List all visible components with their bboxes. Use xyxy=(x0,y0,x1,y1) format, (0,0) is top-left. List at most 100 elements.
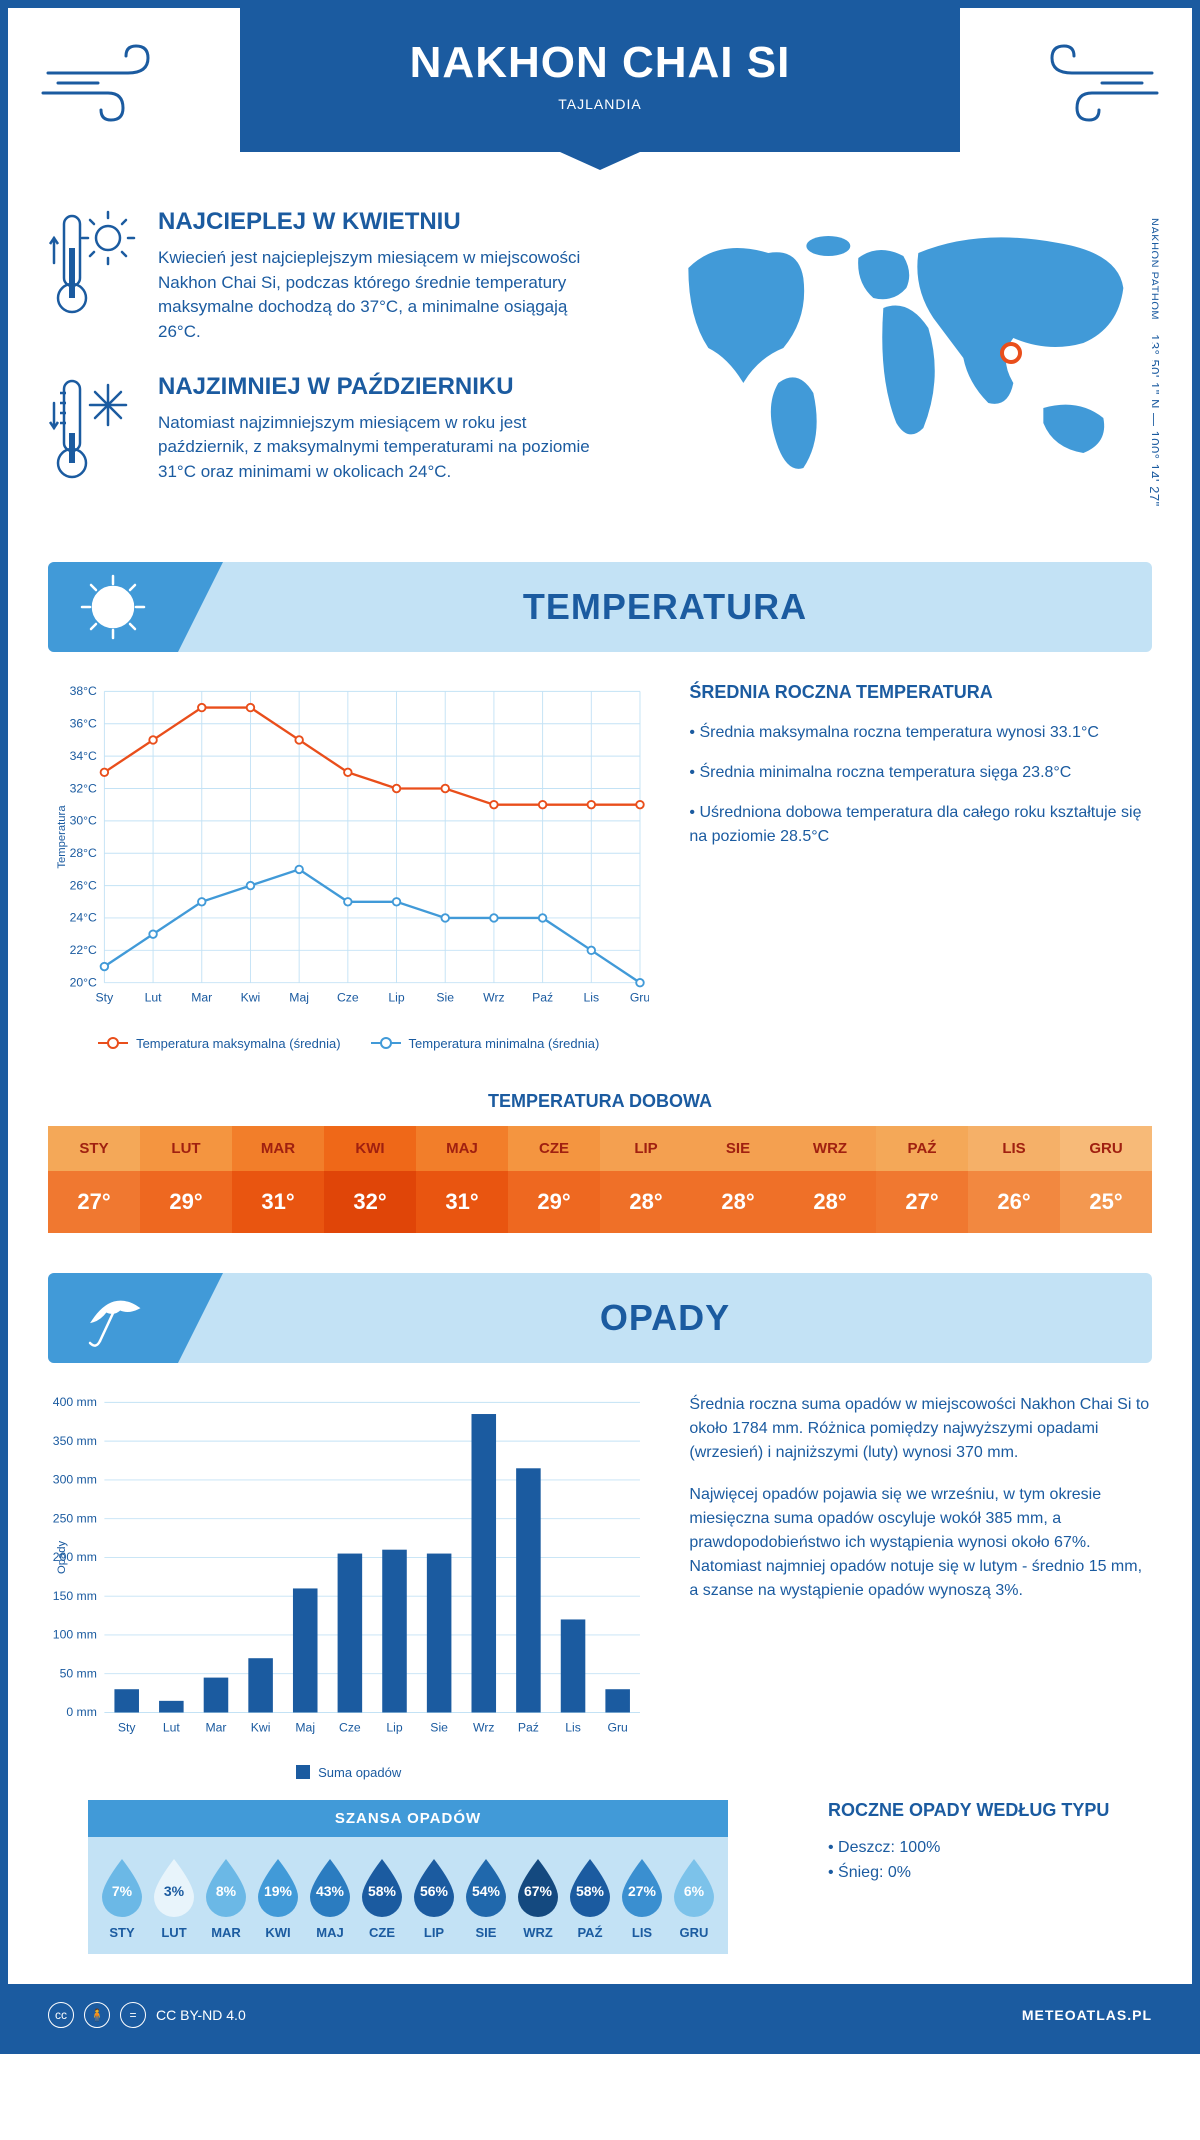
svg-text:Maj: Maj xyxy=(295,1720,315,1734)
svg-text:Paź: Paź xyxy=(532,991,553,1005)
daily-temp-col: LIS 26° xyxy=(968,1126,1060,1233)
svg-text:Mar: Mar xyxy=(191,991,212,1005)
svg-text:22°C: 22°C xyxy=(70,944,97,958)
chance-drop: 58% PAŹ xyxy=(564,1855,616,1940)
site-name: METEOATLAS.PL xyxy=(1022,2007,1152,2023)
temperature-title: TEMPERATURA xyxy=(178,586,1152,628)
precip-bottom-row: SZANSA OPADÓW 7% STY 3% LUT 8% MAR 19% xyxy=(8,1800,1192,1984)
temperature-legend: Temperatura maksymalna (średnia) Tempera… xyxy=(48,1036,649,1051)
nd-icon: = xyxy=(120,2002,146,2028)
svg-text:300 mm: 300 mm xyxy=(53,1472,97,1486)
daily-temp-col: STY 27° xyxy=(48,1126,140,1233)
precip-text-1: Średnia roczna suma opadów w miejscowośc… xyxy=(689,1393,1152,1465)
temperature-section-header: TEMPERATURA xyxy=(48,562,1152,652)
svg-text:100 mm: 100 mm xyxy=(53,1627,97,1641)
world-map xyxy=(645,208,1152,488)
svg-text:Gru: Gru xyxy=(607,1720,627,1734)
wind-icon xyxy=(1012,38,1162,138)
svg-text:Cze: Cze xyxy=(339,1720,361,1734)
chance-title: SZANSA OPADÓW xyxy=(88,1800,728,1837)
chance-drop: 8% MAR xyxy=(200,1855,252,1940)
svg-text:30°C: 30°C xyxy=(70,814,97,828)
license-block: cc 🧍 = CC BY-ND 4.0 xyxy=(48,2002,246,2028)
chance-drop: 58% CZE xyxy=(356,1855,408,1940)
daily-temp-col: LIP 28° xyxy=(600,1126,692,1233)
svg-text:50 mm: 50 mm xyxy=(60,1666,97,1680)
svg-text:26°C: 26°C xyxy=(70,879,97,893)
svg-text:Opady: Opady xyxy=(56,1540,68,1574)
precip-section-header: OPADY xyxy=(48,1273,1152,1363)
coldest-text: Natomiast najzimniejszym miesiącem w rok… xyxy=(158,411,605,485)
precip-type-bullet: • Śnieg: 0% xyxy=(828,1860,1152,1886)
intro-text-column: NAJCIEPLEJ W KWIETNIU Kwiecień jest najc… xyxy=(48,208,605,512)
svg-text:38°C: 38°C xyxy=(70,685,97,699)
daily-temp-col: CZE 29° xyxy=(508,1126,600,1233)
svg-text:Lip: Lip xyxy=(388,991,404,1005)
cc-icon: cc xyxy=(48,2002,74,2028)
chance-drop: 19% KWI xyxy=(252,1855,304,1940)
svg-text:Lut: Lut xyxy=(145,991,163,1005)
page: NAKHON CHAI SI TAJLANDIA NAJCIEPLEJ W KW… xyxy=(0,0,1200,2054)
warmest-title: NAJCIEPLEJ W KWIETNIU xyxy=(158,208,605,236)
svg-text:Mar: Mar xyxy=(205,1720,226,1734)
precip-title: OPADY xyxy=(178,1297,1152,1339)
temperature-summary: ŚREDNIA ROCZNA TEMPERATURA • Średnia mak… xyxy=(689,682,1152,1050)
coldest-title: NAJZIMNIEJ W PAŹDZIERNIKU xyxy=(158,373,605,401)
svg-text:350 mm: 350 mm xyxy=(53,1434,97,1448)
svg-text:400 mm: 400 mm xyxy=(53,1395,97,1409)
chance-drop: 7% STY xyxy=(96,1855,148,1940)
svg-text:Kwi: Kwi xyxy=(251,1720,271,1734)
precip-body: 0 mm50 mm100 mm150 mm200 mm250 mm300 mm3… xyxy=(8,1363,1192,1800)
wind-icon xyxy=(38,38,188,138)
daily-temp-col: LUT 29° xyxy=(140,1126,232,1233)
temperature-chart: 20°C 22°C 24°C 26°C 28°C 30°C 32°C 34°C 36°C 38°C… xyxy=(48,682,649,1050)
chance-drop: 3% LUT xyxy=(148,1855,200,1940)
temperature-bullet: • Średnia maksymalna roczna temperatura … xyxy=(689,721,1152,745)
warmest-text: Kwiecień jest najcieplejszym miesiącem w… xyxy=(158,246,605,345)
warmest-block: NAJCIEPLEJ W KWIETNIU Kwiecień jest najc… xyxy=(48,208,605,345)
chance-drop: 56% LIP xyxy=(408,1855,460,1940)
temperature-bullet: • Średnia minimalna roczna temperatura s… xyxy=(689,761,1152,785)
precip-text-2: Najwięcej opadów pojawia się we wrześniu… xyxy=(689,1483,1152,1603)
daily-temp-col: PAŹ 27° xyxy=(876,1126,968,1233)
chance-drop: 6% GRU xyxy=(668,1855,720,1940)
chance-drop: 54% SIE xyxy=(460,1855,512,1940)
svg-text:Lip: Lip xyxy=(386,1720,402,1734)
daily-temp-table: STY 27° LUT 29° MAR 31° KWI 32° MAJ 31° … xyxy=(48,1126,1152,1233)
temperature-body: 20°C 22°C 24°C 26°C 28°C 30°C 32°C 34°C 36°C 38°C… xyxy=(8,652,1192,1070)
svg-text:Wrz: Wrz xyxy=(473,1720,494,1734)
chance-drop: 43% MAJ xyxy=(304,1855,356,1940)
svg-text:Lis: Lis xyxy=(565,1720,581,1734)
svg-text:20°C: 20°C xyxy=(70,976,97,990)
precip-type-summary: ROCZNE OPADY WEDŁUG TYPU • Deszcz: 100%•… xyxy=(808,1800,1152,1954)
svg-text:Sty: Sty xyxy=(96,991,115,1005)
temperature-summary-title: ŚREDNIA ROCZNA TEMPERATURA xyxy=(689,682,1152,703)
svg-text:Temperatura: Temperatura xyxy=(56,805,68,869)
temperature-bullet: • Uśredniona dobowa temperatura dla całe… xyxy=(689,801,1152,849)
sun-icon xyxy=(48,562,178,652)
svg-text:36°C: 36°C xyxy=(70,717,97,731)
svg-text:Cze: Cze xyxy=(337,991,359,1005)
chance-drop: 67% WRZ xyxy=(512,1855,564,1940)
svg-text:Lut: Lut xyxy=(163,1720,181,1734)
map-column: NAKHON PATHOM 13° 50' 1" N — 100° 14' 27… xyxy=(645,208,1152,512)
footer: cc 🧍 = CC BY-ND 4.0 METEOATLAS.PL xyxy=(8,1984,1192,2046)
svg-text:32°C: 32°C xyxy=(70,782,97,796)
svg-text:Kwi: Kwi xyxy=(241,991,261,1005)
thermometer-cold-icon xyxy=(48,373,138,483)
precip-type-bullet: • Deszcz: 100% xyxy=(828,1835,1152,1861)
svg-text:28°C: 28°C xyxy=(70,846,97,860)
svg-text:0 mm: 0 mm xyxy=(66,1705,97,1719)
svg-text:Sie: Sie xyxy=(436,991,454,1005)
svg-text:150 mm: 150 mm xyxy=(53,1589,97,1603)
header: NAKHON CHAI SI TAJLANDIA xyxy=(8,8,1192,188)
intro-section: NAJCIEPLEJ W KWIETNIU Kwiecień jest najc… xyxy=(8,188,1192,542)
svg-text:Paź: Paź xyxy=(518,1720,539,1734)
daily-temp-col: SIE 28° xyxy=(692,1126,784,1233)
precip-type-title: ROCZNE OPADY WEDŁUG TYPU xyxy=(828,1800,1152,1821)
daily-temp-col: KWI 32° xyxy=(324,1126,416,1233)
license-text: CC BY-ND 4.0 xyxy=(156,2007,246,2023)
svg-text:34°C: 34°C xyxy=(70,749,97,763)
svg-text:24°C: 24°C xyxy=(70,911,97,925)
svg-text:Gru: Gru xyxy=(630,991,650,1005)
